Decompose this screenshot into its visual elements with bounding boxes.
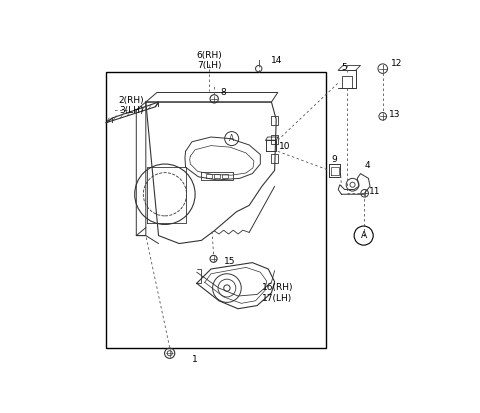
Text: 6(RH)
7(LH): 6(RH) 7(LH) <box>196 51 222 70</box>
Text: 11: 11 <box>369 187 381 196</box>
Bar <box>271 116 278 125</box>
Text: 12: 12 <box>391 59 402 69</box>
Bar <box>271 135 278 144</box>
Bar <box>271 154 278 164</box>
Bar <box>214 174 220 178</box>
Text: 9: 9 <box>331 155 337 164</box>
Text: 13: 13 <box>388 110 400 119</box>
Bar <box>206 174 212 178</box>
Text: 10: 10 <box>279 142 291 151</box>
Text: 4: 4 <box>364 161 370 170</box>
Text: 5: 5 <box>342 62 348 71</box>
Text: 14: 14 <box>271 56 282 65</box>
Bar <box>222 174 228 178</box>
Bar <box>106 72 325 349</box>
Text: 15: 15 <box>224 256 235 266</box>
Text: 16(RH)
17(LH): 16(RH) 17(LH) <box>262 283 293 303</box>
Text: A: A <box>229 134 234 143</box>
Text: 1: 1 <box>192 355 198 364</box>
Text: A: A <box>360 231 367 240</box>
Text: 2(RH)
3(LH): 2(RH) 3(LH) <box>119 95 144 115</box>
Text: 8: 8 <box>220 88 226 97</box>
